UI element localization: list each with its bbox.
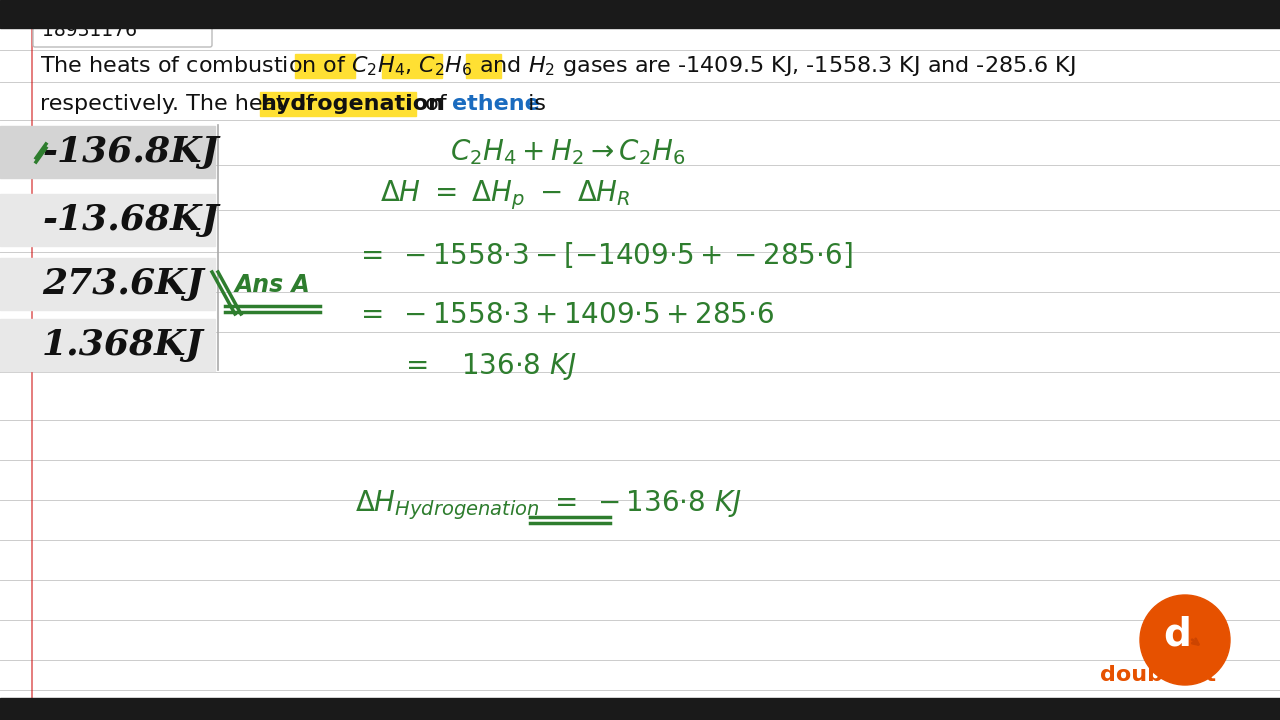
- Text: hydrogenation: hydrogenation: [260, 94, 444, 114]
- Text: $=\ -1558{\cdot}3 - [-1409{\cdot}5 + -285{\cdot}6]$: $=\ -1558{\cdot}3 - [-1409{\cdot}5 + -28…: [355, 240, 852, 270]
- Text: 18931176: 18931176: [42, 20, 137, 40]
- Text: $\Delta H_{Hydrogenation}\ =\ -136{\cdot}8\ KJ$: $\Delta H_{Hydrogenation}\ =\ -136{\cdot…: [355, 488, 742, 522]
- Text: $C_2H_4 + H_2 \rightarrow C_2H_6$: $C_2H_4 + H_2 \rightarrow C_2H_6$: [451, 137, 685, 167]
- Text: 273.6KJ: 273.6KJ: [42, 267, 204, 301]
- Bar: [260, 92, 416, 116]
- Text: $=\ -1558{\cdot}3 + 1409{\cdot}5 + 285{\cdot}6$: $=\ -1558{\cdot}3 + 1409{\cdot}5 + 285{\…: [355, 301, 774, 329]
- Bar: [466, 54, 500, 78]
- Text: respectively. The heat of: respectively. The heat of: [40, 94, 320, 114]
- Bar: [381, 54, 442, 78]
- Text: $\Delta H\ =\ \Delta H_p\ -\ \Delta H_R$: $\Delta H\ =\ \Delta H_p\ -\ \Delta H_R$: [380, 179, 631, 212]
- Text: The heats of combustion of $\bf\it{C_2H_4}$, $\bf\it{C_2H_6}$ and $\bf\it{H_2}$ : The heats of combustion of $\bf\it{C_2H_…: [40, 54, 1075, 78]
- Text: 1.368KJ: 1.368KJ: [42, 328, 204, 362]
- Bar: [0, 0, 1280, 28]
- Text: doubtnut: doubtnut: [1100, 665, 1216, 685]
- Text: Ans A: Ans A: [236, 273, 311, 297]
- Text: $=\quad 136{\cdot}8\ KJ$: $=\quad 136{\cdot}8\ KJ$: [399, 351, 577, 382]
- Bar: [0, 194, 215, 246]
- Bar: [294, 54, 355, 78]
- Text: ethene: ethene: [452, 94, 540, 114]
- FancyBboxPatch shape: [33, 13, 212, 47]
- Text: of: of: [419, 94, 453, 114]
- Text: is: is: [521, 94, 547, 114]
- Text: -136.8KJ: -136.8KJ: [42, 135, 219, 169]
- Circle shape: [1140, 595, 1230, 685]
- Bar: [0, 126, 215, 178]
- Bar: [0, 698, 1280, 720]
- Bar: [0, 319, 215, 371]
- Text: -13.68KJ: -13.68KJ: [42, 203, 219, 237]
- Bar: [0, 258, 215, 310]
- Text: d: d: [1164, 616, 1190, 654]
